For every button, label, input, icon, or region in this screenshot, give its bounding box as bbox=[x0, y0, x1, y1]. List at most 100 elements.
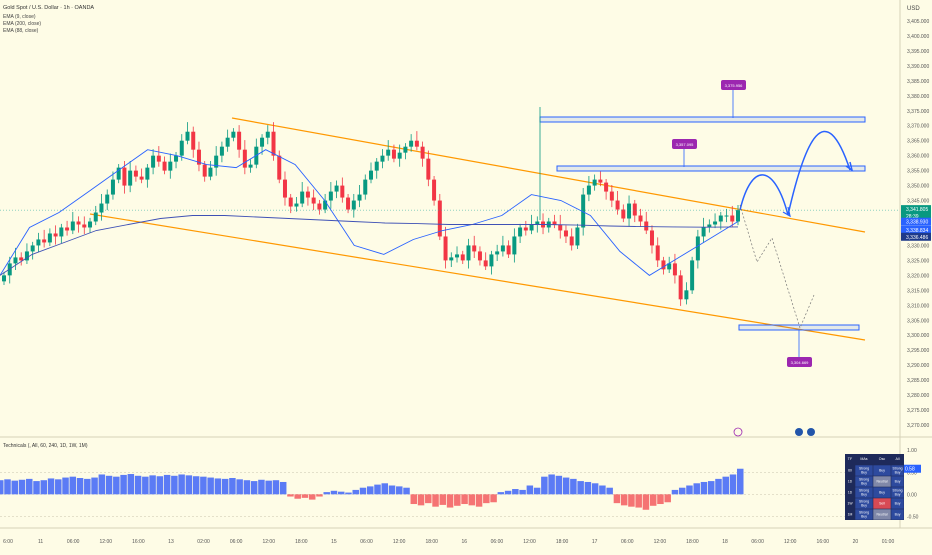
price-tick-label: 3,350.000 bbox=[907, 184, 929, 190]
table-cell: Sell bbox=[879, 502, 885, 506]
candle-body bbox=[30, 245, 35, 252]
osc-bar bbox=[657, 494, 664, 505]
osc-bar bbox=[308, 494, 316, 500]
table-cell: Buy bbox=[895, 471, 901, 475]
candle-body bbox=[24, 251, 29, 261]
candle-body bbox=[19, 257, 24, 261]
candle-body bbox=[47, 233, 52, 243]
osc-bar bbox=[541, 476, 548, 495]
table-cell-bg bbox=[845, 465, 855, 476]
table-cell-bg bbox=[845, 476, 855, 487]
candle-body bbox=[208, 167, 213, 177]
osc-bar bbox=[316, 494, 323, 497]
ema-price-label: 3,338.930 bbox=[906, 220, 928, 226]
candle-body bbox=[460, 254, 465, 261]
candle-body bbox=[53, 233, 58, 237]
candle-body bbox=[196, 149, 201, 165]
candle-body bbox=[414, 140, 419, 147]
candle-body bbox=[575, 227, 580, 246]
osc-bar bbox=[62, 477, 69, 495]
price-tick-label: 3,345.000 bbox=[907, 199, 929, 205]
price-tick-label: 3,390.000 bbox=[907, 64, 929, 70]
osc-bar bbox=[737, 468, 744, 495]
table-cell-bg bbox=[891, 498, 904, 509]
candle-body bbox=[305, 191, 310, 198]
table-cell-bg bbox=[873, 476, 891, 487]
candle-body bbox=[59, 227, 64, 237]
candle-body bbox=[558, 224, 563, 231]
candle-body bbox=[437, 200, 442, 237]
table-cell-bg bbox=[891, 465, 904, 476]
osc-bar bbox=[693, 483, 700, 495]
osc-bar bbox=[613, 494, 621, 504]
candle-body bbox=[219, 146, 224, 156]
osc-bar bbox=[113, 476, 120, 495]
osc-bar bbox=[519, 489, 526, 495]
osc-bar bbox=[475, 494, 483, 507]
osc-tick-label: 0.50 bbox=[907, 470, 917, 476]
countdown-label-bg bbox=[901, 212, 931, 221]
legend: Gold Spot / U.S. Dollar · 1h · OANDA EMA … bbox=[3, 5, 94, 449]
time-tick-label: 16:00 bbox=[132, 539, 145, 545]
osc-bar bbox=[345, 492, 352, 495]
ema-fast-line bbox=[0, 149, 739, 276]
osc-bar bbox=[562, 477, 570, 495]
ema-price-label-bg bbox=[901, 232, 931, 241]
candle-body bbox=[701, 227, 706, 237]
candle-body bbox=[678, 275, 683, 300]
table-header: All bbox=[896, 457, 900, 461]
osc-bar bbox=[533, 487, 541, 495]
candle-body bbox=[672, 263, 677, 276]
candle-body bbox=[535, 221, 540, 225]
projection-paths bbox=[739, 130, 854, 330]
candle-body bbox=[237, 131, 242, 150]
candle-body bbox=[455, 254, 460, 258]
osc-bar bbox=[722, 476, 729, 495]
osc-bar bbox=[425, 494, 432, 504]
osc-bar bbox=[178, 474, 185, 495]
table-cell: Strong bbox=[893, 489, 903, 493]
flag-uk-icon bbox=[795, 428, 803, 436]
bullish-projection-arrowhead bbox=[845, 161, 854, 172]
osc-bar bbox=[243, 480, 251, 495]
osc-bar bbox=[221, 478, 229, 495]
candle-body bbox=[122, 167, 127, 186]
support-zone-low bbox=[738, 324, 860, 331]
osc-bar bbox=[258, 479, 265, 495]
candle-body bbox=[403, 146, 408, 153]
candle-body bbox=[609, 191, 614, 201]
candle-body bbox=[76, 221, 81, 225]
candle-body bbox=[386, 149, 391, 156]
bearish-projection-path bbox=[739, 204, 815, 330]
candle-body bbox=[684, 290, 689, 300]
time-tick-label: 6:00 bbox=[3, 539, 13, 545]
candle-body bbox=[179, 140, 184, 156]
candle-body bbox=[294, 203, 299, 207]
osc-bar bbox=[127, 474, 135, 495]
ema-price-label: 3,336.486 bbox=[906, 235, 928, 241]
candle-body bbox=[592, 179, 597, 186]
osc-bar bbox=[526, 485, 534, 495]
candle-body bbox=[311, 197, 316, 204]
table-cell-bg bbox=[891, 487, 904, 498]
candle-body bbox=[615, 200, 620, 210]
candle-body bbox=[426, 158, 431, 180]
table-cell: Strong bbox=[859, 489, 869, 493]
osc-current-bg bbox=[901, 464, 921, 473]
osc-bar bbox=[671, 489, 679, 495]
osc-bar bbox=[432, 494, 439, 507]
osc-bar bbox=[265, 480, 272, 495]
candle-body bbox=[518, 227, 523, 237]
candle-body bbox=[391, 149, 396, 159]
osc-bar bbox=[555, 475, 563, 495]
osc-bar bbox=[584, 481, 592, 495]
osc-tick-label: -0.50 bbox=[907, 514, 919, 520]
price-tick-label: 3,320.000 bbox=[907, 273, 929, 279]
time-tick-label: 01:00 bbox=[882, 539, 895, 545]
table-cell: Buy bbox=[861, 471, 867, 475]
price-tick-label: 3,300.000 bbox=[907, 333, 929, 339]
candle-body bbox=[328, 191, 333, 201]
